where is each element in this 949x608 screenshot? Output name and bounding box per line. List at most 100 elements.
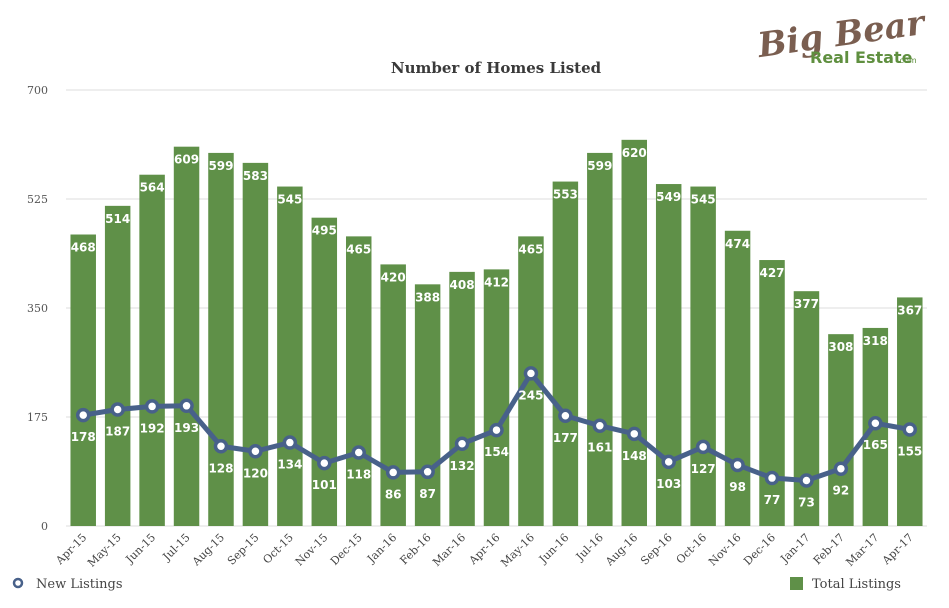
bar[interactable] xyxy=(759,260,785,526)
legend-item-total-listings[interactable]: Total Listings xyxy=(790,577,901,592)
x-tick-label: May-16 xyxy=(498,531,537,570)
bar[interactable] xyxy=(483,269,510,526)
bar-value-label: 564 xyxy=(140,181,165,195)
chart-title: Number of Homes Listed xyxy=(391,59,602,77)
line-point[interactable] xyxy=(420,464,435,480)
bar[interactable] xyxy=(277,186,303,527)
bar[interactable] xyxy=(104,205,131,526)
line-value-label: 161 xyxy=(587,441,612,455)
line-point[interactable] xyxy=(489,422,504,438)
line-point[interactable] xyxy=(351,445,366,460)
line-point[interactable] xyxy=(454,436,470,452)
bar-value-label: 545 xyxy=(691,193,716,207)
legend-item-new-listings[interactable]: New Listings xyxy=(12,577,123,592)
line-value-label: 134 xyxy=(277,458,302,472)
bar-value-label: 468 xyxy=(71,241,96,255)
line-point[interactable] xyxy=(385,465,401,480)
bar[interactable] xyxy=(655,184,682,526)
x-tick-label: Oct-15 xyxy=(260,531,296,567)
line-point[interactable] xyxy=(213,439,229,454)
bar[interactable] xyxy=(897,297,923,526)
x-tick-label: Feb-16 xyxy=(397,531,433,567)
bar[interactable] xyxy=(552,181,579,526)
bar[interactable] xyxy=(380,264,406,526)
line-point[interactable] xyxy=(833,461,849,476)
bar[interactable] xyxy=(690,186,716,527)
line-point[interactable] xyxy=(592,418,608,433)
bar-value-label: 474 xyxy=(725,237,750,251)
line-value-label: 127 xyxy=(691,462,716,476)
bar-value-label: 408 xyxy=(450,278,475,292)
y-tick-label: 700 xyxy=(27,84,48,97)
line-value-label: 155 xyxy=(897,444,922,458)
line-point[interactable] xyxy=(799,473,814,488)
bar[interactable] xyxy=(345,236,372,526)
bar[interactable] xyxy=(449,271,475,526)
line-point[interactable] xyxy=(523,366,539,381)
x-tick-label: Oct-16 xyxy=(674,531,710,567)
line-value-label: 148 xyxy=(622,449,647,463)
bar[interactable] xyxy=(414,284,441,526)
line-value-label: 187 xyxy=(105,425,130,439)
line-point[interactable] xyxy=(75,407,91,423)
line-point[interactable] xyxy=(317,455,332,471)
bar-value-label: 599 xyxy=(208,159,233,173)
bar[interactable] xyxy=(793,291,820,526)
line-value-label: 154 xyxy=(484,445,509,459)
x-tick-label: Apr-17 xyxy=(879,531,916,568)
bar[interactable] xyxy=(208,152,234,526)
x-tick-label: Mar-16 xyxy=(430,531,468,569)
line-value-label: 165 xyxy=(863,438,888,452)
line-point[interactable] xyxy=(282,435,298,450)
bar-value-label: 545 xyxy=(277,193,302,207)
legend-line-marker xyxy=(12,577,24,589)
line-point[interactable] xyxy=(558,408,573,424)
line-point[interactable] xyxy=(868,415,883,431)
bar-value-label: 367 xyxy=(897,303,922,317)
bar[interactable] xyxy=(139,174,165,527)
y-tick-label: 525 xyxy=(27,193,48,206)
line-point[interactable] xyxy=(902,422,918,437)
line-labels: 178 187 192 193 128 120 134 101 118 86 87 132 154 245… xyxy=(71,388,923,509)
bar-value-label: 420 xyxy=(381,270,406,284)
logo: Big Bear Real Estate .com xyxy=(754,3,929,67)
bar[interactable] xyxy=(311,217,338,526)
x-tick-label: Aug-15 xyxy=(189,531,227,569)
x-tick-label: Nov-16 xyxy=(706,531,744,569)
x-tick-label: Dec-16 xyxy=(741,531,778,568)
logo-sub-text: Real Estate xyxy=(810,48,913,67)
bar-value-label: 318 xyxy=(863,334,888,348)
bar[interactable] xyxy=(724,230,751,526)
logo-suffix-text: .com xyxy=(897,56,917,65)
bar[interactable] xyxy=(828,334,854,526)
bar[interactable] xyxy=(242,162,269,527)
line-point[interactable] xyxy=(764,470,780,486)
line-value-label: 77 xyxy=(764,493,781,507)
line-value-label: 87 xyxy=(419,487,436,501)
line-point[interactable] xyxy=(627,426,642,442)
line-point[interactable] xyxy=(110,402,125,417)
bar-value-label: 308 xyxy=(828,340,853,354)
bar-value-label: 620 xyxy=(622,146,647,160)
line-series xyxy=(75,366,918,488)
legend-label-total-listings: Total Listings xyxy=(812,577,901,592)
line-point[interactable] xyxy=(144,399,160,414)
line-point[interactable] xyxy=(248,444,263,459)
line-point[interactable] xyxy=(661,454,676,470)
line-point[interactable] xyxy=(695,439,711,455)
line-point[interactable] xyxy=(179,398,194,414)
x-tick-label: Mar-17 xyxy=(843,531,881,569)
legend-label-new-listings: New Listings xyxy=(36,577,123,592)
line-point[interactable] xyxy=(730,457,745,473)
legend-bar-swatch xyxy=(790,577,803,590)
x-tick-label: May-15 xyxy=(85,531,124,570)
bar[interactable] xyxy=(587,152,613,526)
line-value-label: 177 xyxy=(553,431,578,445)
bar-value-label: 553 xyxy=(553,188,578,202)
bar[interactable] xyxy=(621,139,648,527)
bar[interactable] xyxy=(70,234,96,526)
line-value-label: 245 xyxy=(518,388,543,402)
bar[interactable] xyxy=(173,146,200,526)
